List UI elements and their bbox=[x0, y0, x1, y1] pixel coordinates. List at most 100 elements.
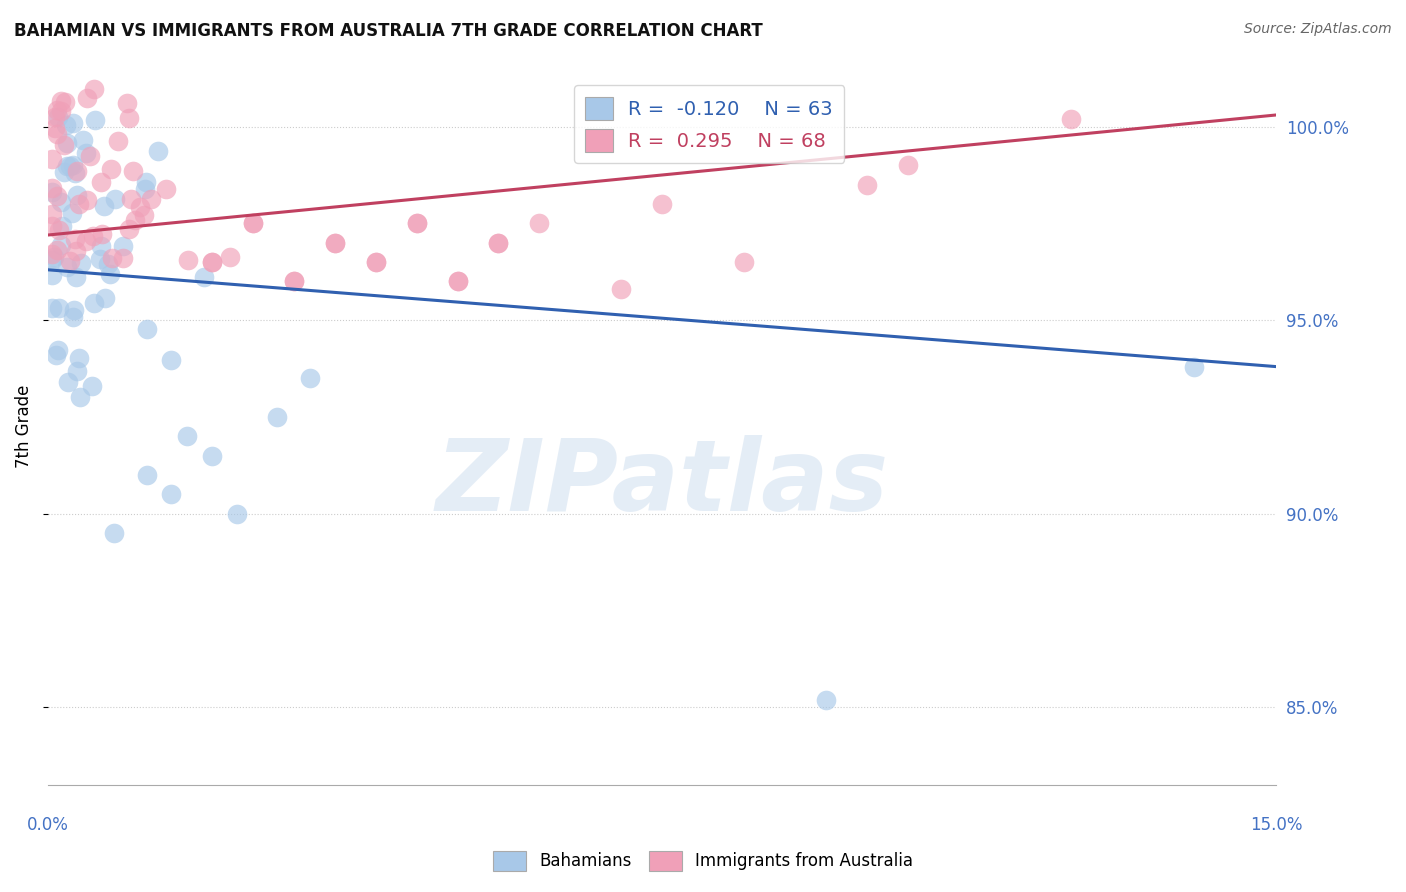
Point bbox=[69, 256, 91, 270]
Point bbox=[59, 159, 82, 173]
Point bbox=[82, 378, 104, 392]
Point bbox=[41, 268, 63, 282]
Point bbox=[41, 180, 63, 194]
Point bbox=[177, 253, 200, 268]
Point bbox=[48, 301, 70, 315]
Text: Source: ZipAtlas.com: Source: ZipAtlas.com bbox=[1244, 22, 1392, 37]
Point bbox=[733, 255, 755, 269]
Point bbox=[98, 267, 121, 281]
Legend: Bahamians, Immigrants from Australia: Bahamians, Immigrants from Australia bbox=[485, 842, 921, 880]
Point bbox=[146, 145, 169, 159]
Point bbox=[1060, 112, 1083, 126]
Point bbox=[112, 251, 135, 265]
Point bbox=[115, 96, 138, 111]
Y-axis label: 7th Grade: 7th Grade bbox=[15, 385, 32, 468]
Point bbox=[83, 113, 105, 128]
Point bbox=[529, 216, 551, 230]
Point bbox=[121, 163, 143, 178]
Point bbox=[323, 235, 346, 250]
Legend: R =  -0.120    N = 63, R =  0.295    N = 68: R = -0.120 N = 63, R = 0.295 N = 68 bbox=[574, 86, 845, 163]
Point bbox=[46, 243, 69, 257]
Point bbox=[283, 275, 305, 289]
Point bbox=[266, 409, 288, 424]
Point bbox=[67, 197, 90, 211]
Point bbox=[46, 103, 69, 117]
Point bbox=[53, 137, 76, 152]
Point bbox=[63, 165, 86, 179]
Point bbox=[103, 526, 125, 541]
Point bbox=[118, 221, 141, 235]
Point bbox=[46, 127, 69, 141]
Point bbox=[201, 255, 224, 269]
Point bbox=[225, 507, 247, 521]
Point bbox=[155, 182, 177, 196]
Point bbox=[118, 111, 141, 125]
Point bbox=[83, 296, 105, 310]
Point bbox=[51, 219, 73, 233]
Point bbox=[193, 270, 215, 285]
Point bbox=[651, 197, 673, 211]
Point bbox=[44, 111, 66, 125]
Point bbox=[41, 207, 63, 221]
Point bbox=[41, 219, 63, 234]
Point bbox=[134, 182, 156, 196]
Point bbox=[405, 216, 427, 230]
Point bbox=[160, 352, 183, 367]
Point bbox=[62, 116, 84, 130]
Point bbox=[75, 234, 97, 248]
Point bbox=[56, 159, 79, 173]
Point bbox=[299, 371, 322, 385]
Point bbox=[41, 153, 63, 167]
Point bbox=[101, 251, 124, 265]
Point bbox=[63, 303, 86, 318]
Point bbox=[135, 175, 157, 189]
Point bbox=[91, 227, 114, 242]
Point bbox=[82, 229, 104, 244]
Point bbox=[75, 146, 97, 161]
Point bbox=[66, 364, 89, 378]
Point bbox=[41, 253, 63, 268]
Point bbox=[488, 235, 510, 250]
Point bbox=[67, 351, 90, 365]
Point bbox=[446, 275, 468, 289]
Point bbox=[405, 216, 427, 230]
Point bbox=[897, 158, 920, 172]
Point bbox=[65, 244, 87, 258]
Point bbox=[49, 104, 72, 119]
Point bbox=[49, 94, 72, 108]
Point bbox=[856, 178, 879, 192]
Point bbox=[107, 134, 129, 148]
Point bbox=[176, 429, 198, 443]
Point bbox=[51, 194, 73, 209]
Point bbox=[48, 223, 70, 237]
Point bbox=[83, 82, 105, 96]
Point bbox=[46, 111, 69, 125]
Point bbox=[364, 255, 387, 269]
Point bbox=[41, 301, 63, 315]
Point bbox=[49, 238, 72, 252]
Point bbox=[201, 449, 224, 463]
Point bbox=[93, 199, 115, 213]
Point bbox=[132, 208, 155, 222]
Point bbox=[62, 158, 84, 172]
Point bbox=[100, 161, 122, 176]
Point bbox=[89, 252, 111, 267]
Point bbox=[66, 164, 89, 178]
Point bbox=[139, 192, 162, 206]
Point bbox=[53, 95, 76, 109]
Point bbox=[120, 192, 142, 206]
Point bbox=[63, 232, 86, 246]
Point bbox=[283, 275, 305, 289]
Point bbox=[42, 250, 65, 264]
Point bbox=[160, 487, 183, 501]
Point bbox=[76, 91, 98, 105]
Point bbox=[76, 194, 98, 208]
Point bbox=[218, 250, 240, 264]
Point bbox=[52, 164, 75, 178]
Point bbox=[90, 239, 112, 253]
Point bbox=[55, 118, 77, 132]
Point bbox=[323, 235, 346, 250]
Point bbox=[111, 239, 134, 253]
Point bbox=[94, 291, 117, 305]
Point bbox=[59, 253, 82, 268]
